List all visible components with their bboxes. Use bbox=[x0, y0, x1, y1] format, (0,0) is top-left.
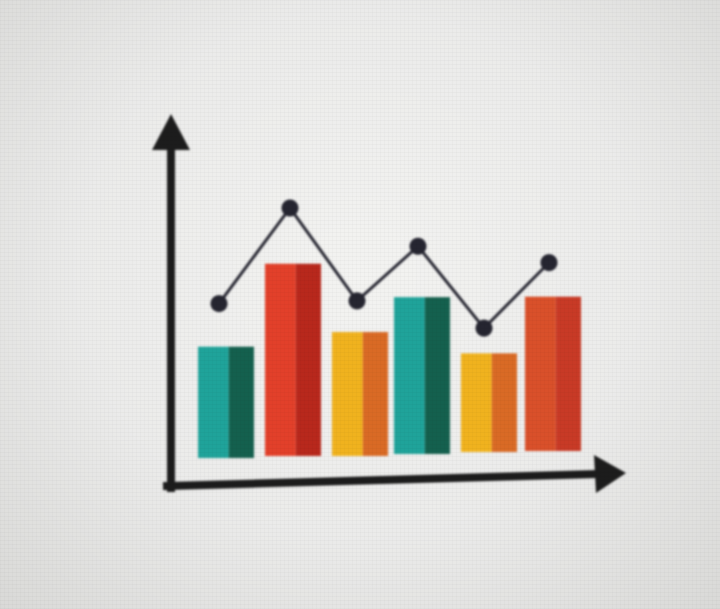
bars-group bbox=[198, 263, 581, 458]
bar-1-dark-half bbox=[228, 346, 254, 458]
bar-4-light-half bbox=[394, 297, 425, 454]
bar-4-dark-half bbox=[424, 297, 450, 454]
trend-line-group bbox=[210, 199, 558, 337]
trend-line bbox=[217, 206, 551, 330]
trend-point-2 bbox=[281, 199, 299, 217]
trend-point-1 bbox=[210, 295, 228, 313]
trend-point-3 bbox=[348, 292, 366, 310]
x-axis-arrowhead bbox=[594, 455, 626, 493]
axes-group bbox=[152, 114, 626, 493]
x-axis-line bbox=[162, 469, 603, 491]
bar-6-light-half bbox=[525, 296, 556, 451]
bar-5 bbox=[461, 353, 517, 452]
trend-point-5 bbox=[475, 319, 493, 337]
y-axis-arrowhead bbox=[152, 114, 190, 150]
bar-4 bbox=[394, 297, 450, 454]
bar-2-dark-half bbox=[295, 263, 321, 456]
bar-3-light-half bbox=[332, 332, 363, 456]
bar-6 bbox=[525, 296, 581, 451]
trend-point-4 bbox=[409, 237, 427, 255]
bar-3-dark-half bbox=[362, 332, 388, 456]
bar-3 bbox=[332, 332, 388, 456]
bar-1-light-half bbox=[198, 346, 229, 458]
bar-5-dark-half bbox=[491, 353, 517, 452]
bar-2 bbox=[265, 263, 321, 456]
bar-1 bbox=[198, 346, 254, 458]
bar-2-light-half bbox=[265, 263, 296, 456]
trend-point-6 bbox=[540, 254, 558, 272]
bar-6-dark-half bbox=[555, 296, 581, 451]
bar-5-light-half bbox=[461, 353, 492, 452]
